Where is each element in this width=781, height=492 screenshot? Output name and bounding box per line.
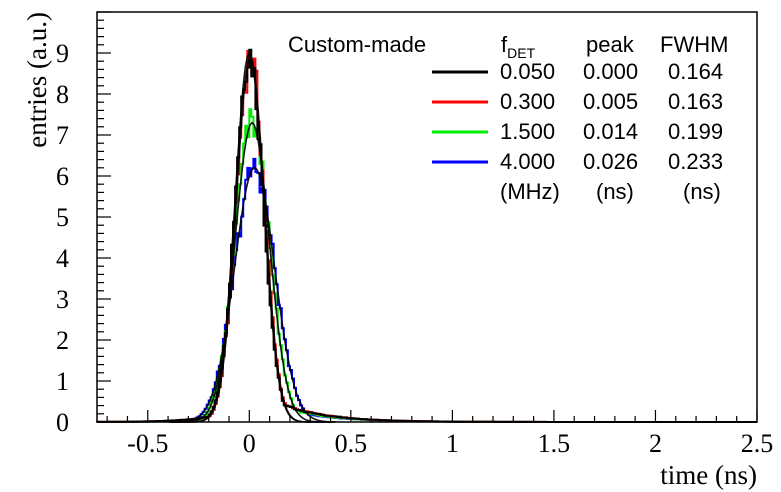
legend-fdet-value: 0.050 (500, 59, 555, 84)
legend-peak-value: 0.026 (583, 149, 638, 174)
fit-curve-1.500 (170, 121, 334, 423)
x-tick-label: -0.5 (127, 429, 168, 458)
plot-frame (96, 11, 758, 423)
legend-header-peak: peak (586, 32, 635, 57)
legend-header-fwhm: FWHM (660, 32, 728, 57)
legend-unit-fdet: (MHz) (500, 179, 560, 204)
x-tick-label: 2 (649, 429, 662, 458)
legend-peak-value: 0.005 (583, 89, 638, 114)
y-tick-label: 1 (56, 367, 69, 396)
y-tick-label: 3 (56, 285, 69, 314)
y-axis-title: entries (a.u.) (22, 12, 52, 148)
histogram-series-4.000 (96, 157, 757, 423)
y-tick-label: 0 (56, 408, 69, 437)
legend: Custom-made fDET peak FWHM 0.050 0.000 0.1… (288, 32, 728, 204)
legend-unit-fwhm: (ns) (683, 179, 721, 204)
legend-peak-value: 0.014 (583, 119, 638, 144)
legend-fdet-value: 1.500 (500, 119, 555, 144)
legend-header-fdet-sub: DET (507, 45, 535, 61)
legend-fwhm-value: 0.164 (668, 59, 723, 84)
histogram-series-0.050 (96, 48, 757, 423)
legend-fwhm-value: 0.199 (668, 119, 723, 144)
x-tick-label: 0.5 (335, 429, 368, 458)
x-tick-label: 2.5 (741, 429, 774, 458)
histogram-series-1.500 (96, 108, 757, 423)
y-axis: 0 1 2 3 4 5 6 7 8 9 (56, 11, 111, 437)
x-axis: -0.5 0 0.5 1 1.5 2 2.5 (106, 410, 774, 458)
y-tick-label: 2 (56, 326, 69, 355)
x-tick-label: 1 (446, 429, 459, 458)
x-tick-label: 0 (243, 429, 256, 458)
legend-title: Custom-made (288, 32, 426, 57)
legend-fwhm-value: 0.163 (668, 89, 723, 114)
legend-header-fdet-main: f (501, 32, 508, 57)
legend-unit-peak: (ns) (596, 179, 634, 204)
y-tick-label: 6 (56, 162, 69, 191)
legend-rows: 0.050 0.000 0.164 0.300 0.005 0.163 1.500 0.014… (432, 59, 723, 174)
histogram-series-0.300 (96, 50, 757, 423)
legend-peak-value: 0.000 (583, 59, 638, 84)
legend-fdet-value: 4.000 (500, 149, 555, 174)
x-axis-title: time (ns) (660, 460, 757, 490)
y-tick-label: 8 (56, 80, 69, 109)
histogram-layer (96, 48, 757, 423)
legend-fdet-value: 0.300 (500, 89, 555, 114)
x-tick-label: 1.5 (538, 429, 571, 458)
y-tick-label: 7 (56, 121, 69, 150)
legend-fwhm-value: 0.233 (668, 149, 723, 174)
y-tick-label: 9 (56, 39, 69, 68)
y-tick-label: 5 (56, 203, 69, 232)
y-tick-label: 4 (56, 244, 69, 273)
legend-header-fdet: fDET (501, 32, 536, 61)
fit-curve-4.000 (173, 166, 336, 423)
